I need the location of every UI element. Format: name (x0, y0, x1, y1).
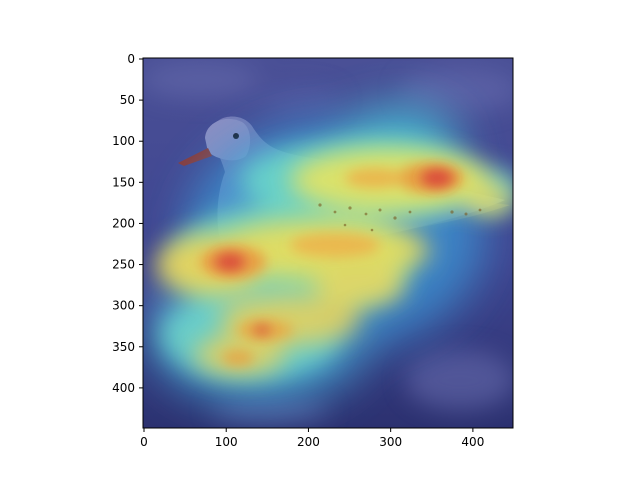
y-axis: 0 50 100 150 200 250 300 350 400 (112, 52, 143, 395)
seagull-eye (233, 133, 239, 139)
heatmap-image (143, 58, 513, 428)
y-tick-label: 400 (112, 381, 135, 395)
y-tick-label: 0 (127, 52, 135, 66)
x-tick-label: 400 (461, 435, 484, 449)
y-tick-label: 250 (112, 258, 135, 272)
y-tick-label: 150 (112, 175, 135, 189)
attention-overlay (150, 105, 513, 405)
y-tick-label: 350 (112, 340, 135, 354)
y-tick-label: 50 (120, 93, 135, 107)
x-tick-label: 200 (297, 435, 320, 449)
y-tick-label: 300 (112, 299, 135, 313)
plot-frame (142, 57, 514, 429)
y-tick-label: 100 (112, 134, 135, 148)
x-tick-label: 0 (140, 435, 148, 449)
x-axis: 0 100 200 300 400 (140, 428, 484, 449)
y-tick-label: 200 (112, 216, 135, 230)
wing-speckles (318, 203, 482, 232)
seagull-beak (178, 148, 212, 166)
background-texture (143, 62, 513, 422)
x-tick-label: 300 (379, 435, 402, 449)
x-tick-label: 100 (215, 435, 238, 449)
